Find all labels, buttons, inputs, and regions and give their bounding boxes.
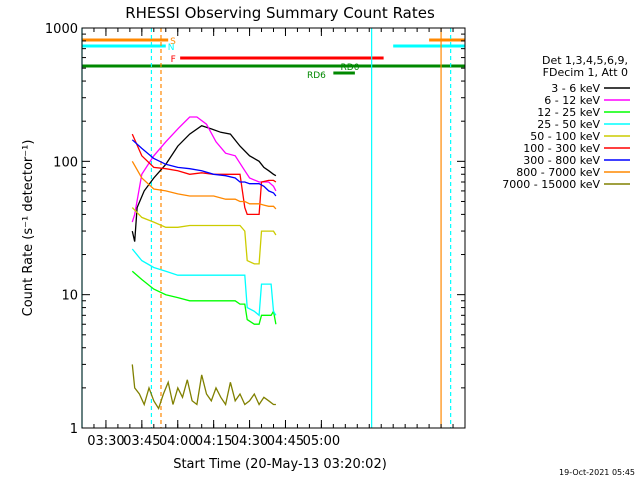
x-tick-label: 04:00 [159, 434, 196, 449]
series-line-6 [131, 133, 277, 216]
x-axis-label: Start Time (20-May-13 03:20:02) [173, 457, 387, 472]
footer-date: 19-Oct-2021 05:45 [559, 468, 635, 477]
legend-label: 6 - 12 keV [544, 94, 600, 107]
x-tick-label: 03:45 [123, 434, 160, 449]
series-line-1 [131, 124, 277, 242]
legend-header: Det 1,3,4,5,6,9, [542, 54, 628, 67]
status-bar-label: F [171, 55, 176, 65]
y-axis-label: Count Rate (s⁻¹ detector⁻¹) [21, 140, 36, 317]
legend-label: 25 - 50 keV [537, 118, 600, 131]
x-tick-label: 05:00 [303, 434, 340, 449]
series-line-8 [131, 160, 277, 210]
plot-area: SNFRD0RD6110100100003:3003:4504:0004:150… [45, 22, 466, 449]
legend-label: 3 - 6 keV [551, 82, 600, 95]
x-tick-label: 04:45 [267, 434, 304, 449]
plot-frame [81, 27, 466, 429]
x-tick-label: 03:30 [87, 434, 124, 449]
series-line-4 [131, 248, 277, 317]
y-tick-label: 1 [70, 422, 78, 437]
chart-title: RHESSI Observing Summary Count Rates [125, 4, 435, 22]
series-line-3 [131, 270, 277, 325]
series-line-5 [131, 207, 277, 265]
y-tick-label: 1000 [45, 22, 78, 37]
legend-label: 100 - 300 keV [523, 142, 600, 155]
legend-label: 300 - 800 keV [523, 154, 600, 167]
x-tick-label: 04:30 [231, 434, 268, 449]
legend-label: 800 - 7000 keV [516, 166, 600, 179]
legend-label: 12 - 25 keV [537, 106, 600, 119]
status-bar-label: S [170, 37, 176, 47]
y-tick-label: 100 [53, 155, 78, 170]
legend: Det 1,3,4,5,6,9,FDecim 1, Att 0 3 - 6 keV… [502, 54, 630, 191]
legend-label: 7000 - 15000 keV [502, 178, 600, 191]
x-tick-label: 04:15 [195, 434, 232, 449]
status-bar-label: N [168, 43, 175, 53]
status-bar-label: RD6 [307, 71, 326, 81]
y-tick-label: 10 [61, 289, 78, 304]
legend-label: 50 - 100 keV [530, 130, 600, 143]
series-line-2 [131, 116, 277, 223]
series-line-9 [131, 364, 276, 411]
series-line-7 [131, 139, 277, 197]
legend-header: FDecim 1, Att 0 [543, 66, 628, 79]
status-bar-label: RD0 [341, 63, 360, 73]
